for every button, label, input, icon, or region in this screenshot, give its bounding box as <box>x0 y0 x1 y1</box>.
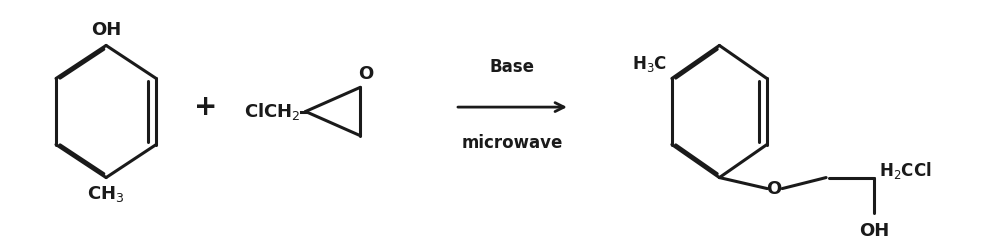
Text: OH: OH <box>91 21 121 39</box>
Text: O: O <box>767 180 782 198</box>
Text: H$_2$CCl: H$_2$CCl <box>879 161 932 181</box>
Text: +: + <box>194 93 218 121</box>
Text: O: O <box>358 65 373 83</box>
Text: CH$_3$: CH$_3$ <box>87 184 125 204</box>
Text: ClCH$_2$: ClCH$_2$ <box>244 101 301 122</box>
Text: microwave: microwave <box>462 134 563 152</box>
Text: Base: Base <box>490 58 535 76</box>
Text: H$_3$C: H$_3$C <box>632 54 667 74</box>
Text: OH: OH <box>859 222 889 240</box>
